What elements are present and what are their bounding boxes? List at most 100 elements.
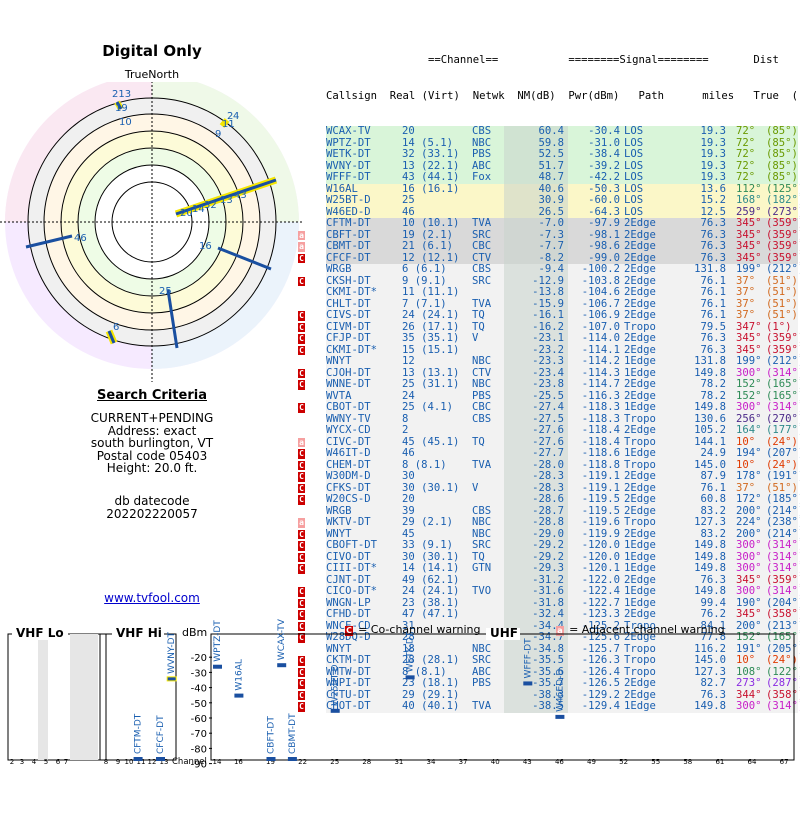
row-body[interactable]: WNNE-DT 25 (31.1) NBC -23.8 -114.7 2Edge…: [326, 378, 800, 391]
row-body[interactable]: WKTV-DT 29 (2.1) NBC -28.8 -119.6 Tropo …: [326, 516, 800, 529]
y-tick-label: -20: [191, 653, 207, 664]
row-body[interactable]: WNPI-DT 23 (18.1) PBS -35.7 -126.5 2Edge…: [326, 677, 800, 690]
nm-cell: -35.7: [532, 677, 564, 689]
spectrum-marker[interactable]: CBMT-DT: [287, 713, 298, 761]
row-body[interactable]: CHEM-DT 8 (8.1) TVA -28.0 -118.8 Tropo 1…: [326, 458, 798, 471]
row-body[interactable]: CKMI-DT* 15 (15.1) -23.2 -114.1 2Edge 76…: [326, 343, 800, 356]
row-body[interactable]: CKSH-DT 9 (9.1) SRC -12.9 -103.8 2Edge 7…: [326, 275, 798, 287]
row-body[interactable]: WVNY-DT 13 (22.1) ABC 51.7 -39.2 LOS 19.…: [326, 160, 798, 172]
x-tick-label: 67: [780, 758, 789, 766]
callsign-cell: CIVM-DT: [326, 320, 371, 333]
row-body[interactable]: W46ED-D 46 26.5 -64.3 LOS 12.5 259° (273…: [326, 206, 800, 218]
virtual-channel: (2.1): [421, 516, 454, 528]
row-body[interactable]: W46IT-D 46 -27.7 -118.6 1Edge 24.9 194° …: [326, 447, 800, 460]
row-body[interactable]: CJOH-DT 13 (13.1) CTV -23.4 -114.3 1Edge…: [326, 367, 800, 379]
row-body[interactable]: CICO-DT* 24 (24.1) TVO -31.6 -122.4 1Edg…: [326, 585, 800, 598]
row-body[interactable]: WYCX-CD 2 -27.6 -118.4 2Edge 105.2 164° …: [326, 424, 800, 437]
azimuth-magnetic-cell: (314°): [766, 562, 800, 574]
row-body[interactable]: W16AL 16 (16.1) 40.6 -50.3 LOS 13.6 112°…: [326, 182, 800, 195]
row-body[interactable]: CFCF-DT 12 (12.1) CTV -8.2 -99.0 2Edge 7…: [326, 251, 800, 264]
row-body[interactable]: CBOT-DT 25 (4.1) CBC -27.4 -118.3 1Edge …: [326, 401, 800, 414]
row-body[interactable]: W25BT-D 25 30.9 -60.0 LOS 15.2 168° (182…: [326, 194, 800, 207]
network-cell: Fox: [472, 171, 492, 183]
row-body[interactable]: WETK-DT 32 (33.1) PBS 52.5 -38.4 LOS 19.…: [326, 148, 798, 161]
co-channel-warning-icon: C: [298, 529, 305, 539]
spectrum-marker[interactable]: WCAX-TV: [277, 618, 287, 668]
spoke-259: [25, 234, 73, 249]
azimuth-magnetic-cell: (24°): [766, 435, 798, 448]
distance-cell: 76.3: [700, 217, 726, 229]
spectrum-marker[interactable]: CFTM-DT: [133, 713, 144, 761]
azimuth-true-cell: 224°: [736, 516, 762, 528]
row-body[interactable]: CFJP-DT 35 (35.1) V -23.1 -114.0 2Edge 7…: [326, 332, 800, 345]
row-body[interactable]: CIVM-DT 26 (17.1) TQ -16.2 -107.0 Tropo …: [326, 320, 798, 333]
azimuth-true-cell: 345°: [736, 217, 762, 229]
channel-cell: 19 (2.1): [402, 229, 463, 242]
distance-cell: 76.3: [700, 251, 726, 264]
distance-cell: 76.3: [700, 240, 726, 252]
table-row: WWNY-TV 8 CBS -27.5 -118.3 Tropo 130.6 2…: [298, 413, 800, 425]
azimuth-true-cell: 72°: [736, 136, 756, 149]
row-body[interactable]: WRGB 6 (6.1) CBS -9.4 -100.2 2Edge 131.8…: [326, 263, 800, 276]
table-row: C W30DM-D 30 -28.3 -119.1 2Edge 87.9 178…: [298, 470, 800, 483]
row-body[interactable]: CJNT-DT 49 (62.1) -31.2 -122.0 2Edge 76.…: [326, 574, 800, 586]
row-body[interactable]: CIII-DT* 14 (14.1) GTN -29.3 -120.1 1Edg…: [326, 562, 800, 575]
table-row: WCAX-TV 20 CBS 60.4 -30.4 LOS 19.3 72° (…: [298, 125, 798, 138]
azimuth-magnetic-cell: (51°): [766, 309, 798, 321]
row-body[interactable]: WCAX-TV 20 CBS 60.4 -30.4 LOS 19.3 72° (…: [326, 125, 798, 138]
row-body[interactable]: CIVC-DT 45 (45.1) TQ -27.6 -118.4 Tropo …: [326, 435, 798, 448]
spectrum-marker[interactable]: W16AL: [234, 659, 244, 698]
row-body[interactable]: CFHD-DT 47 (47.1) -32.4 -123.3 2Edge 76.…: [326, 608, 800, 621]
row-body[interactable]: WNYT 18 NBC -34.8 -125.7 Tropo 116.2 191…: [326, 643, 800, 655]
azimuth-true-cell: 300°: [736, 401, 762, 413]
row-body[interactable]: CFTM-DT 10 (10.1) TVA -7.0 -97.9 2Edge 7…: [326, 217, 800, 230]
row-body[interactable]: CBMT-DT 21 (6.1) CBC -7.7 -98.6 2Edge 76…: [326, 240, 800, 253]
channel-cell: 39: [402, 505, 463, 518]
co-channel-warning-icon: C: [298, 253, 305, 263]
nm-band: [504, 402, 568, 414]
row-body[interactable]: WFFF-DT 43 (44.1) Fox 48.7 -42.2 LOS 19.…: [326, 171, 798, 184]
row-body[interactable]: CKTM-DT 28 (28.1) SRC -35.5 -126.3 Tropo…: [326, 654, 798, 667]
row-body[interactable]: W28DQ-D 28 -34.7 -125.6 2Edge 77.8 152° …: [326, 631, 800, 644]
row-body[interactable]: WNYT 12 NBC -23.3 -114.2 1Edge 131.8 199…: [326, 355, 800, 368]
row-body[interactable]: CIVO-DT 30 (30.1) TQ -29.2 -120.0 1Edge …: [326, 551, 800, 563]
spectrum-marker[interactable]: WETK-DT: [405, 631, 416, 680]
row-body[interactable]: WNGN-LP 23 (38.1) -31.8 -122.7 1Edge 99.…: [326, 597, 800, 609]
row-body[interactable]: CFTU-DT 29 (29.1) -38.3 -129.2 2Edge 76.…: [326, 688, 800, 701]
spectrum-marker[interactable]: WVNY-DT: [166, 631, 177, 682]
row-body[interactable]: W30DM-D 30 -28.3 -119.1 2Edge 87.9 178° …: [326, 470, 800, 483]
table-row: C CHOT-DT 40 (40.1) TVA -38.5 -129.4 1Ed…: [298, 700, 800, 713]
row-body[interactable]: CBOFT-DT 33 (9.1) SRC -29.2 -120.0 1Edge…: [326, 539, 800, 552]
row-body[interactable]: WRGB 39 CBS -28.7 -119.5 2Edge 83.2 200°…: [326, 505, 800, 518]
distance-cell: 76.3: [700, 688, 726, 701]
row-body[interactable]: CHOT-DT 40 (40.1) TVA -38.5 -129.4 1Edge…: [326, 700, 800, 713]
spectrum-marker[interactable]: CBFT-DT: [266, 716, 277, 761]
spectrum-marker[interactable]: WPTZ-DT: [213, 620, 223, 669]
page-title: Digital Only: [102, 42, 202, 60]
nm-band: [504, 183, 568, 195]
row-body[interactable]: WMTW-DT 8 (8.1) ABC -35.6 -126.4 Tropo 1…: [326, 666, 800, 678]
row-body[interactable]: CFKS-DT 30 (30.1) V -28.3 -119.1 2Edge 7…: [326, 482, 798, 494]
azimuth-true-cell: 37°: [736, 309, 756, 321]
spectrum-marker[interactable]: CFCF-DT: [156, 715, 166, 761]
power-cell: -50.3: [588, 182, 620, 195]
spectrum-marker[interactable]: W46ED-D: [555, 669, 565, 719]
nm-band: [504, 666, 568, 678]
row-body[interactable]: CBFT-DT 19 (2.1) SRC -7.3 -98.1 2Edge 76…: [326, 229, 800, 242]
power-cell: -125.6: [581, 631, 620, 643]
row-body[interactable]: CHLT-DT 7 (7.1) TVA -15.9 -106.7 2Edge 7…: [326, 298, 798, 310]
row-body[interactable]: W20CS-D 20 -28.6 -119.5 2Edge 60.8 172° …: [326, 493, 800, 506]
spectrum-marker[interactable]: W25BT-D: [330, 664, 341, 713]
power-cell: -114.1: [581, 343, 620, 356]
tvfool-link[interactable]: www.tvfool.com: [104, 591, 200, 605]
distance-cell: 145.0: [694, 458, 726, 471]
row-body[interactable]: CKMI-DT* 11 (11.1) -13.8 -104.6 2Edge 76…: [326, 286, 798, 299]
station-table: ==Channel== ========Signal======== Dist …: [298, 30, 800, 713]
row-body[interactable]: CIVS-DT 24 (24.1) TQ -16.1 -106.9 2Edge …: [326, 309, 798, 322]
spectrum-marker[interactable]: WFFF-DT: [523, 638, 533, 686]
row-body[interactable]: WVTA 24 PBS -25.5 -116.3 2Edge 78.2 152°…: [326, 390, 800, 402]
row-body[interactable]: WPTZ-DT 14 (5.1) NBC 59.8 -31.0 LOS 19.3…: [326, 136, 798, 149]
row-body[interactable]: WNYT 45 NBC -29.0 -119.9 2Edge 83.2 200°…: [326, 528, 800, 540]
y-tick-label: -70: [191, 729, 207, 740]
row-body[interactable]: WWNY-TV 8 CBS -27.5 -118.3 Tropo 130.6 2…: [326, 413, 800, 425]
